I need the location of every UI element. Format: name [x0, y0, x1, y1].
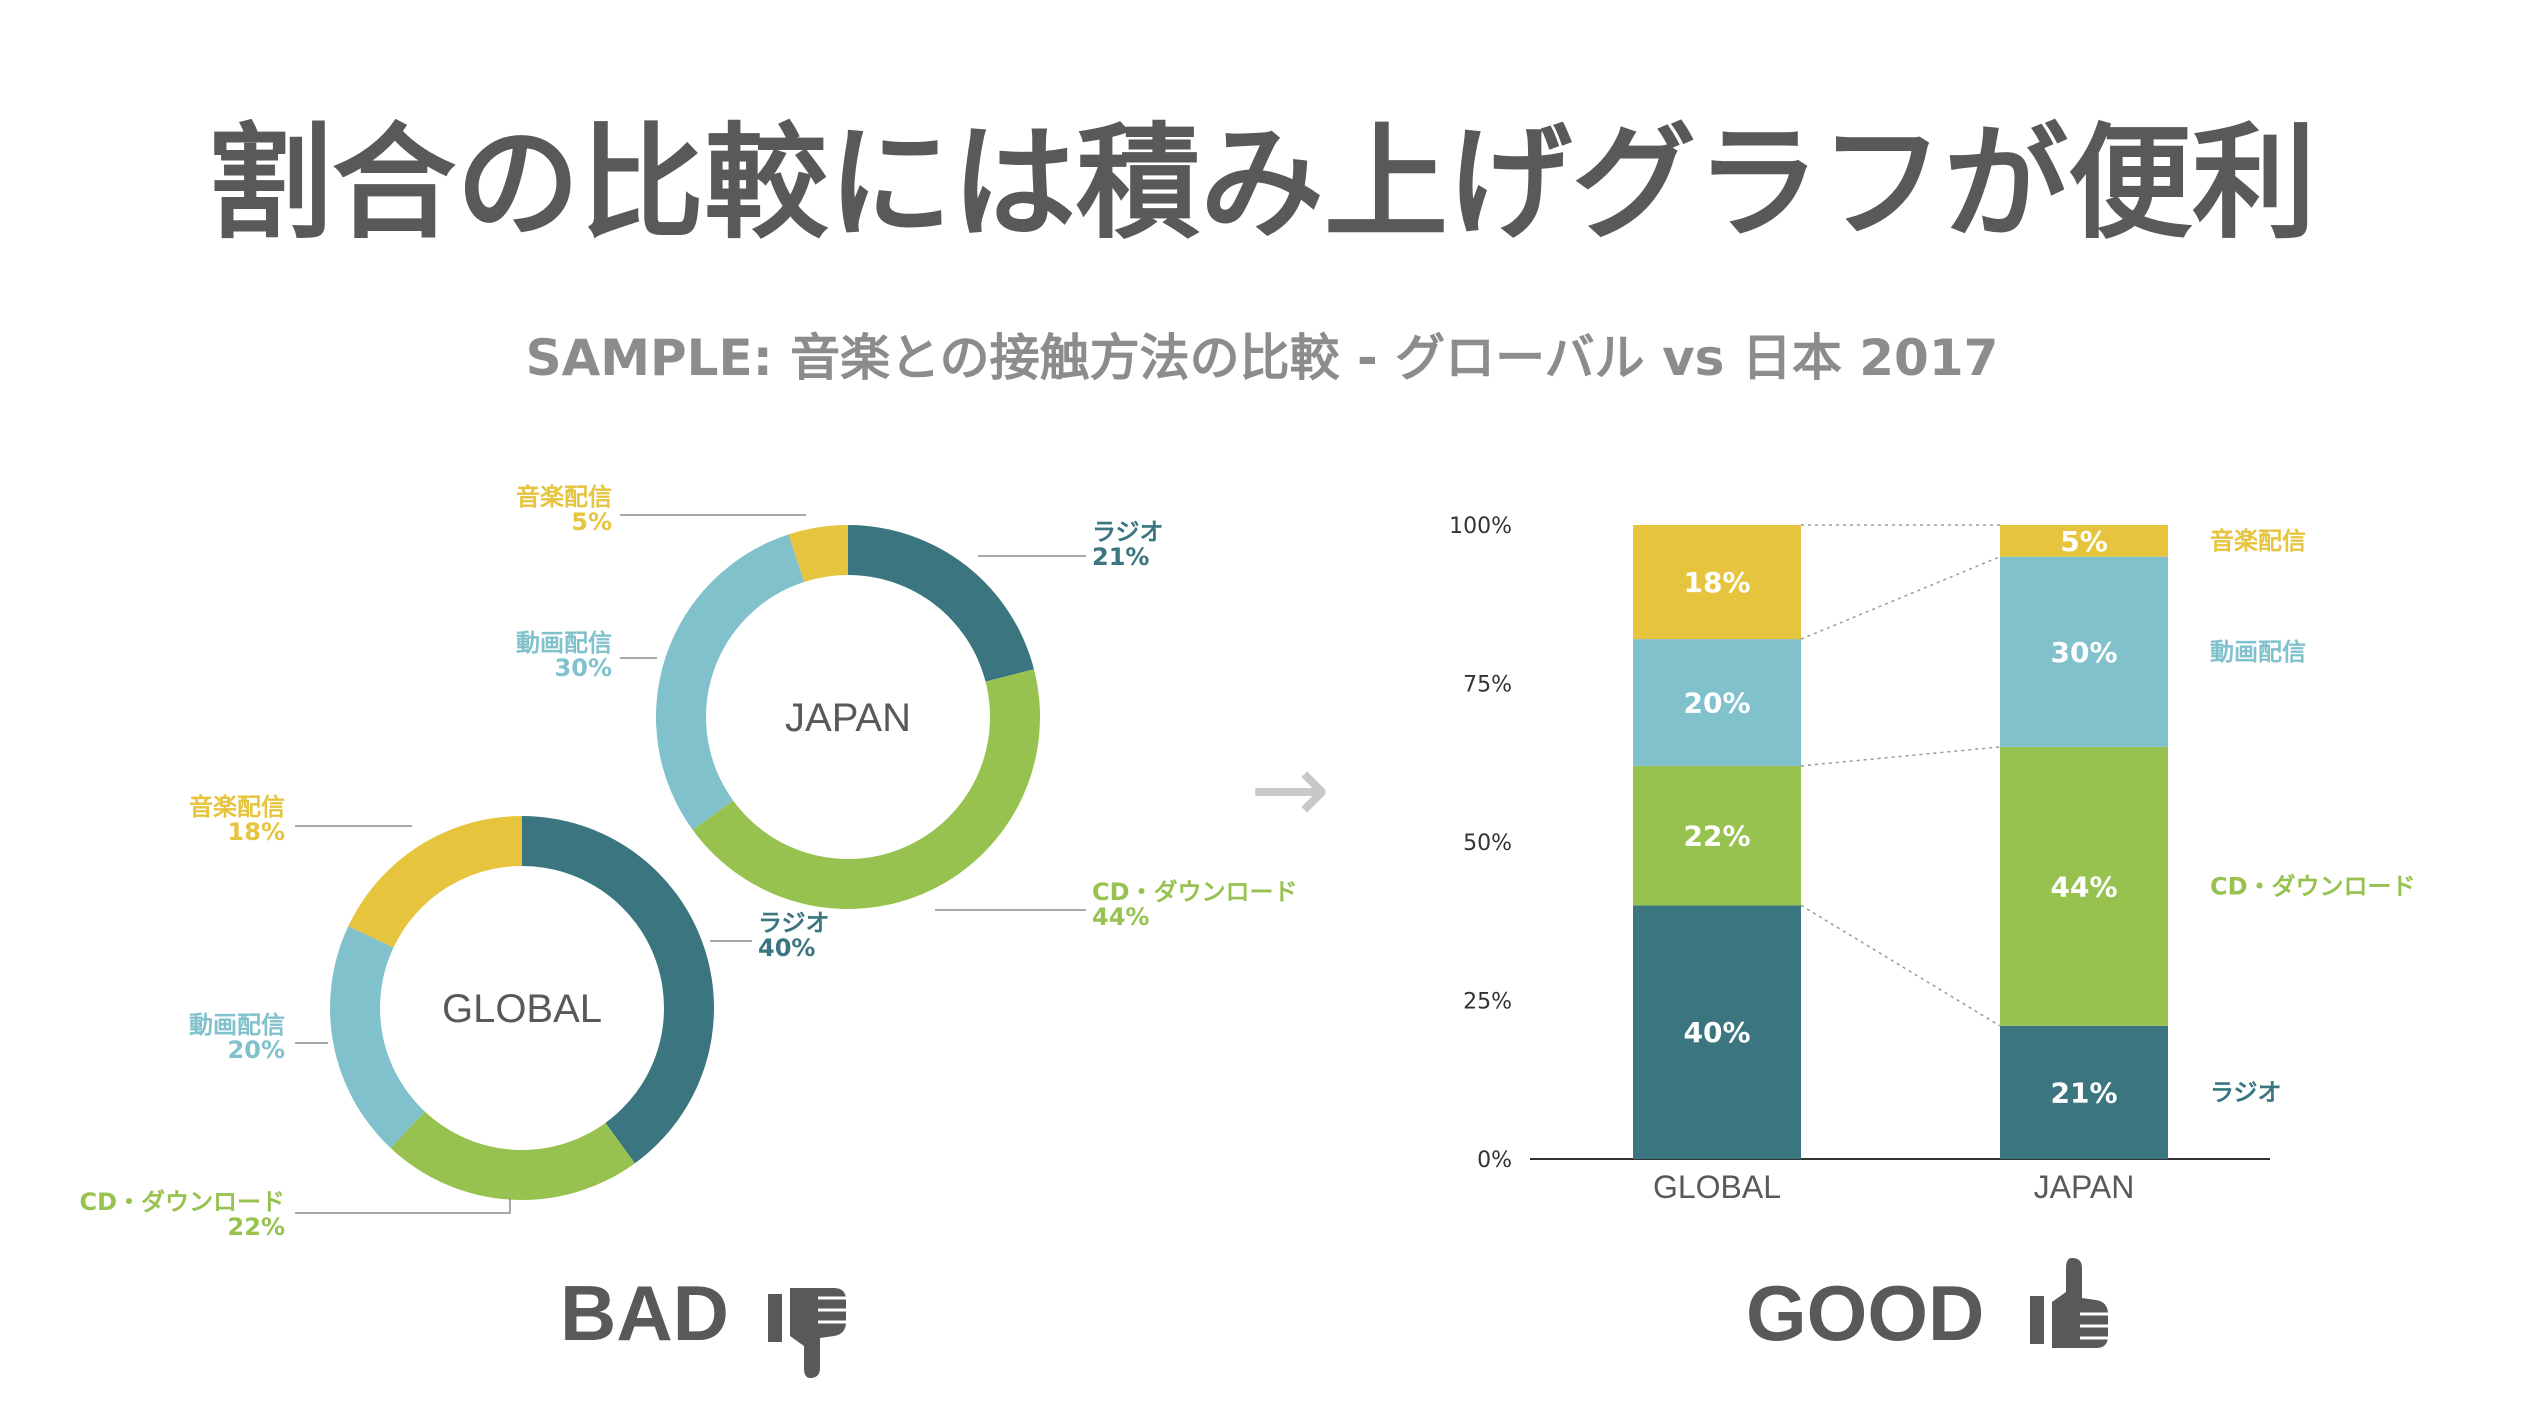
- donut-slice: [656, 534, 805, 830]
- donut-slice: [692, 669, 1041, 910]
- y-tick-label: 75%: [1463, 673, 1512, 698]
- slice-label: ラジオ: [758, 909, 830, 937]
- bar-value-label: 30%: [2050, 636, 2117, 669]
- y-tick-label: 25%: [1463, 990, 1512, 1015]
- bar-segment: [2000, 525, 2168, 557]
- slice-value-label: 21%: [1092, 543, 1149, 571]
- bar-value-label: 44%: [2050, 870, 2117, 903]
- x-tick-label: JAPAN: [2034, 1169, 2135, 1205]
- donut-slice: [848, 525, 1034, 682]
- series-legend-label: ラジオ: [2210, 1078, 2282, 1106]
- slice-label: CD・ダウンロード: [79, 1188, 285, 1216]
- thumbs-up-icon: [2030, 1258, 2108, 1348]
- slice-value-label: 18%: [228, 818, 285, 846]
- slice-label: 音楽配信: [516, 483, 612, 511]
- series-legend-label: CD・ダウンロード: [2210, 872, 2416, 900]
- donut-center-label: JAPAN: [785, 696, 911, 740]
- bar-value-label: 21%: [2050, 1076, 2117, 1109]
- connector-line: [1800, 904, 2001, 1027]
- slice-label: 動画配信: [189, 1011, 285, 1039]
- y-tick-label: 0%: [1477, 1148, 1512, 1173]
- series-legend-label: 動画配信: [2210, 638, 2306, 666]
- bar-segment: [1633, 905, 1801, 1159]
- slice-value-label: 30%: [555, 654, 612, 682]
- slice-value-label: 20%: [228, 1036, 285, 1064]
- donut-slice: [390, 1111, 635, 1200]
- good-label: GOOD: [1746, 1269, 1984, 1357]
- bad-label: BAD: [560, 1269, 729, 1357]
- page-subtitle: SAMPLE: 音楽との接触方法の比較 - グローバル vs 日本 2017: [526, 329, 1999, 387]
- slice-label: CD・ダウンロード: [1092, 878, 1298, 906]
- bar-segment: [2000, 1025, 2168, 1159]
- slice-value-label: 40%: [758, 934, 815, 962]
- slice-value-label: 5%: [571, 508, 612, 536]
- bar-value-label: 20%: [1683, 687, 1750, 720]
- slice-label: 動画配信: [516, 629, 612, 657]
- donut-center-label: GLOBAL: [442, 987, 602, 1031]
- connector-line: [1800, 746, 2001, 767]
- slice-label: 音楽配信: [189, 793, 285, 821]
- bar-segment: [1633, 765, 1801, 906]
- y-tick-label: 100%: [1449, 514, 1512, 539]
- donut-slice: [788, 525, 848, 582]
- page-title: 割合の比較には積み上げグラフが便利: [208, 112, 2316, 256]
- slice-label: ラジオ: [1092, 518, 1164, 546]
- donut-slice: [348, 816, 522, 948]
- connector-line: [1800, 556, 2001, 640]
- thumbs-down-icon: [768, 1288, 846, 1378]
- callout-line: [295, 1198, 511, 1214]
- bar-value-label: 5%: [2060, 525, 2108, 558]
- y-tick-label: 50%: [1463, 831, 1512, 856]
- comparison-arrow: →: [1250, 733, 1330, 845]
- bar-segment: [2000, 746, 2168, 1026]
- bar-segment: [1633, 639, 1801, 766]
- slice-value-label: 44%: [1092, 903, 1149, 931]
- series-legend-label: 音楽配信: [2210, 527, 2306, 555]
- bar-value-label: 22%: [1683, 820, 1750, 853]
- donut-slice: [329, 926, 425, 1148]
- bar-segment: [2000, 556, 2168, 747]
- slice-value-label: 22%: [228, 1213, 285, 1241]
- bar-value-label: 18%: [1683, 566, 1750, 599]
- donut-slice: [522, 816, 715, 1164]
- x-tick-label: GLOBAL: [1653, 1169, 1781, 1205]
- bar-segment: [1633, 525, 1801, 640]
- stacked-bar-chart: 0% 25% 50% 75% 100% 40% 22% 20% 18% GLOBAL 21% 44% 3…: [1449, 514, 2415, 1205]
- bar-value-label: 40%: [1683, 1016, 1750, 1049]
- donut-charts: ラジオ21%CD・ダウンロード44%動画配信30%音楽配信5%JAPANラジオ4…: [79, 483, 1297, 1241]
